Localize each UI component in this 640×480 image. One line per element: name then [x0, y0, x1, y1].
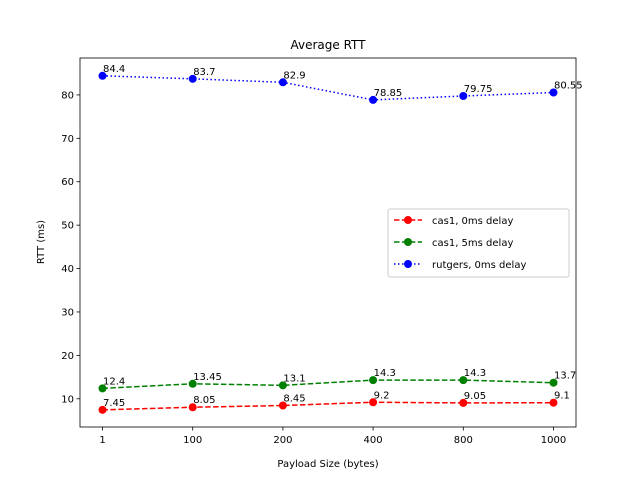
data-point	[278, 78, 287, 87]
legend-entry: cas1, 0ms delay	[432, 216, 513, 227]
y-axis-label: RTT (ms)	[36, 220, 47, 264]
data-label: 82.9	[283, 70, 305, 81]
data-label: 8.05	[193, 395, 215, 406]
data-point	[549, 378, 558, 387]
y-tick-label: 30	[61, 307, 74, 318]
series-line-1	[102, 379, 554, 390]
data-label: 13.45	[193, 372, 222, 383]
y-tick-label: 70	[61, 134, 74, 145]
x-tick-label: 100	[183, 435, 202, 446]
data-point	[98, 71, 107, 80]
y-tick-label: 20	[61, 351, 74, 362]
data-point	[369, 376, 378, 385]
x-tick-label: 1000	[541, 435, 566, 446]
data-label: 9.05	[464, 391, 486, 402]
x-tick-label: 400	[364, 435, 383, 446]
data-label: 9.1	[554, 391, 570, 402]
legend-entry: cas1, 5ms delay	[432, 238, 513, 249]
data-point	[188, 379, 197, 388]
data-point	[278, 401, 287, 410]
data-point	[549, 398, 558, 407]
legend-marker	[404, 260, 412, 268]
data-point	[188, 74, 197, 83]
x-tick-label: 200	[273, 435, 292, 446]
series-line-0	[102, 401, 554, 411]
data-label: 14.3	[464, 368, 486, 379]
data-label: 79.75	[464, 84, 493, 95]
data-label: 14.3	[374, 368, 396, 379]
data-point	[278, 381, 287, 390]
data-point	[369, 95, 378, 104]
y-tick-label: 60	[61, 177, 74, 188]
data-point	[549, 88, 558, 97]
x-tick-label: 800	[454, 435, 473, 446]
data-point	[98, 384, 107, 393]
data-label: 78.85	[374, 88, 403, 99]
data-label: 8.45	[283, 394, 305, 405]
data-point	[98, 405, 107, 414]
data-label: 83.7	[193, 67, 215, 78]
data-label: 80.55	[554, 81, 583, 92]
legend: cas1, 0ms delay cas1, 5ms delay rutgers, 0…	[387, 208, 570, 278]
x-tick-label: 1	[99, 435, 105, 446]
y-tick-label: 50	[61, 221, 74, 232]
x-axis-label: Payload Size (bytes)	[277, 459, 378, 470]
legend-entry: rutgers, 0ms delay	[432, 260, 526, 271]
data-point	[188, 403, 197, 412]
plot-area: 1 100 200 400 800 1000 10 20 30 40 50 60 70 80 7.45 8.0…	[61, 57, 583, 446]
y-tick-label: 80	[61, 90, 74, 101]
chart-title: Average RTT	[290, 38, 366, 52]
data-label: 7.45	[103, 398, 125, 409]
data-label: 13.1	[283, 373, 305, 384]
data-point	[459, 376, 468, 385]
data-label: 84.4	[103, 64, 125, 75]
y-tick-label: 40	[61, 264, 74, 275]
data-point	[459, 398, 468, 407]
y-tick-label: 10	[61, 394, 74, 405]
legend-marker	[404, 238, 412, 246]
data-point	[369, 398, 378, 407]
data-point	[459, 91, 468, 100]
legend-box	[387, 208, 570, 278]
legend-marker	[404, 216, 412, 224]
data-label: 13.7	[554, 371, 576, 382]
data-label: 9.2	[374, 390, 390, 401]
data-label: 12.4	[103, 376, 125, 387]
plot-frame	[79, 57, 577, 428]
